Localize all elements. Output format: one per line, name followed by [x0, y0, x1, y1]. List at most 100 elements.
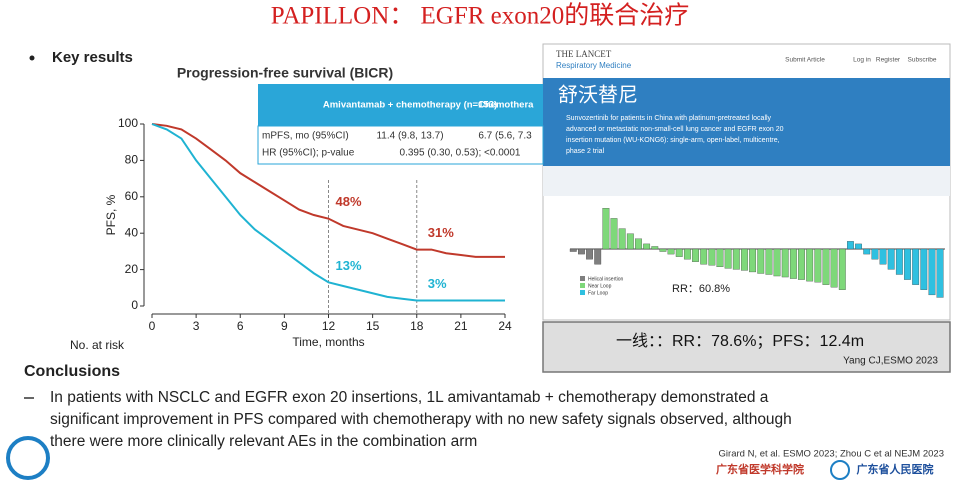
waterfall-bar — [773, 248, 781, 277]
km-curve — [151, 123, 505, 302]
citation: Girard N, et al. ESMO 2023; Zhou C et al… — [719, 449, 944, 460]
waterfall-bar — [741, 248, 748, 271]
abstract-line: advanced or metastatic non-small-cell lu… — [566, 126, 784, 133]
km-curve — [151, 123, 505, 258]
nav-link[interactable]: Submit Article — [785, 57, 825, 64]
x-tick-label: 21 — [454, 319, 468, 333]
waterfall-bar — [749, 248, 757, 273]
logo-text: 广东省人民医院 — [857, 462, 934, 476]
y-tick-label: 80 — [125, 153, 139, 167]
abstract-line: insertion mutation (WU-KONG6): single-ar… — [566, 137, 780, 144]
callout-box — [542, 321, 951, 373]
x-tick-label: 9 — [281, 319, 288, 333]
legend-swatch — [580, 290, 585, 295]
callout-source: Yang CJ,ESMO 2023 — [843, 356, 938, 367]
annotation: 3% — [428, 276, 447, 291]
journal: Respiratory Medicine — [556, 61, 632, 70]
waterfall-bar — [757, 248, 765, 274]
waterfall-bar — [863, 248, 871, 255]
abstract-line: phase 2 trial — [566, 148, 605, 155]
y-tick-label: 0 — [131, 298, 138, 312]
logo — [6, 436, 50, 480]
table-cell: 0.395 (0.30, 0.53); <0.0001 — [400, 148, 521, 159]
legend-label: Helical insertion — [588, 276, 624, 282]
table-cell: 11.4 (9.8, 13.7) — [376, 131, 443, 142]
waterfall-bar — [626, 233, 634, 250]
legend-label: Far Loop — [588, 290, 608, 296]
x-tick-label: 24 — [498, 319, 512, 333]
callout-text: 一线：：RR：78.6%；PFS：12.4m — [616, 332, 864, 350]
waterfall-bar — [716, 248, 724, 268]
paper-toolbar — [543, 166, 950, 196]
logo-text: 广东省医学科学院 — [716, 462, 804, 476]
abstract-line: Sunvozertinib for patients in China with… — [566, 115, 772, 122]
waterfall-bar — [920, 248, 928, 290]
waterfall-bar — [578, 248, 585, 255]
waterfall-bar — [781, 248, 789, 278]
table-body-bg — [257, 125, 544, 165]
nav-link[interactable]: Subscribe — [908, 57, 937, 64]
x-tick-label: 15 — [366, 319, 380, 333]
bullet — [29, 55, 35, 61]
waterfall-bar — [569, 248, 577, 252]
nav-link[interactable]: Log in — [853, 57, 871, 64]
risk-label: No. at risk — [70, 338, 125, 352]
slide-title: PAPILLON： EGFR exon20的联合治疗 — [271, 2, 690, 30]
nav-link[interactable]: Register — [876, 57, 901, 64]
x-tick-label: 18 — [410, 319, 424, 333]
x-axis-label: Time, months — [292, 335, 364, 349]
legend-swatch — [580, 283, 585, 288]
waterfall-bar — [594, 248, 602, 265]
table-cell: mPFS, mo (95%CI) — [262, 131, 349, 142]
drug-name: 舒沃替尼 — [558, 83, 638, 106]
waterfall-bar — [912, 248, 920, 285]
waterfall-bar — [806, 248, 814, 282]
conclusion-line: In patients with NSCLC and EGFR exon 20 … — [50, 389, 769, 406]
waterfall-bar — [822, 248, 830, 285]
waterfall-bar — [651, 246, 659, 250]
waterfall-bar — [708, 248, 716, 266]
waterfall-bar — [618, 228, 626, 250]
x-tick-label: 12 — [322, 319, 336, 333]
waterfall-bar — [789, 248, 797, 279]
chart-title: Progression-free survival (BICR) — [177, 65, 393, 81]
waterfall-bar — [586, 248, 593, 260]
annotation: 13% — [336, 258, 362, 273]
waterfall-bar — [659, 248, 667, 252]
waterfall-bar — [871, 248, 879, 260]
waterfall-bar — [814, 248, 822, 283]
waterfall-bar — [847, 241, 854, 250]
logo — [830, 460, 850, 480]
waterfall-bar — [798, 248, 805, 280]
conclusions-heading: Conclusions — [24, 363, 120, 380]
waterfall-bar — [683, 248, 691, 260]
waterfall-bar — [928, 248, 936, 296]
y-axis-label: PFS, % — [104, 194, 118, 235]
paper-banner — [543, 78, 950, 166]
waterfall-bar — [895, 248, 903, 275]
waterfall-bar — [855, 243, 862, 250]
waterfall-bar — [936, 248, 944, 298]
annotation: 48% — [336, 194, 362, 209]
annotation: 31% — [428, 225, 454, 240]
key-results: Key results — [52, 49, 133, 66]
waterfall-bar — [675, 248, 683, 257]
x-tick-label: 3 — [193, 319, 200, 333]
table-header: Chemothera — [478, 100, 534, 111]
brand: THE LANCET — [556, 49, 612, 59]
x-tick-label: 0 — [149, 319, 156, 333]
waterfall-bar — [700, 248, 708, 265]
waterfall-bar — [830, 248, 838, 288]
table-cell: HR (95%CI); p-value — [262, 148, 355, 159]
conclusion-line: significant improvement in PFS compared … — [50, 411, 792, 428]
conclusion-line: there were more clinically relevant AEs … — [50, 433, 477, 450]
waterfall-bar — [724, 248, 732, 269]
waterfall-bar — [838, 248, 846, 290]
waterfall-bar — [887, 248, 895, 270]
waterfall-annotation: RR：60.8% — [672, 283, 730, 295]
table-header-bg — [258, 84, 543, 126]
waterfall-bar — [879, 248, 887, 265]
table-cell: 6.7 (5.6, 7.3 — [478, 131, 532, 142]
table-header: Amivantamab + chemotherapy (n=153) — [323, 100, 497, 111]
